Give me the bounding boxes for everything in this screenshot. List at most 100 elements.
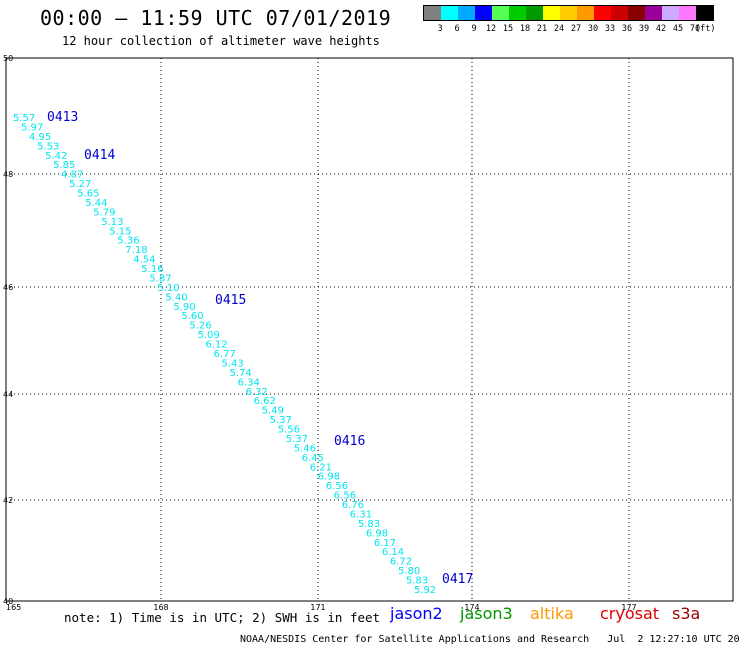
legend-label: 39 bbox=[638, 24, 650, 34]
legend-label: 24 bbox=[553, 24, 565, 34]
legend-swatch bbox=[458, 6, 475, 20]
pass-label: 0416 bbox=[334, 434, 365, 449]
pass-label: 0413 bbox=[47, 110, 78, 125]
legend-swatch bbox=[577, 6, 594, 20]
swh-value: 6.72 bbox=[390, 557, 412, 568]
swh-value: 5.92 bbox=[414, 585, 436, 596]
swh-value: 5.37 bbox=[286, 434, 308, 445]
legend-swatch bbox=[560, 6, 577, 20]
longitude-label: 168 bbox=[153, 603, 168, 612]
legend-label: 21 bbox=[536, 24, 548, 34]
legend-label: 42 bbox=[655, 24, 667, 34]
latitude-label: 46 bbox=[3, 283, 13, 292]
swh-value: 5.83 bbox=[358, 519, 380, 530]
latitude-label: 42 bbox=[3, 496, 13, 505]
map-frame bbox=[5, 57, 734, 602]
legend-swatches bbox=[423, 5, 714, 21]
swh-value: 5.15 bbox=[109, 226, 131, 237]
legend-label: 3 bbox=[437, 24, 443, 34]
pass-labels: 0413 0414 0415 0416 0417 bbox=[47, 110, 473, 587]
legend-swatch bbox=[424, 6, 441, 20]
legend-swatch bbox=[441, 6, 458, 20]
swh-value: 5.79 bbox=[93, 207, 115, 218]
swh-value: 6.21 bbox=[310, 462, 332, 473]
longitude-label: 171 bbox=[310, 603, 325, 612]
swh-value: 6.31 bbox=[350, 510, 372, 521]
legend-swatch bbox=[509, 6, 526, 20]
swh-track: 5.575.974.955.535.425.854.875.275.655.44… bbox=[13, 113, 436, 596]
swh-value: 6.76 bbox=[342, 500, 364, 511]
latitude-label: 50 bbox=[3, 54, 13, 63]
longitude-labels: 165 168 171 174 177 bbox=[6, 603, 637, 612]
legend-swatch bbox=[543, 6, 560, 20]
swh-value: 6.56 bbox=[334, 491, 356, 502]
swh-value: 5.60 bbox=[181, 311, 203, 322]
color-legend: 3 6 9 12 15 18 21 24 27 30 33 36 39 42 45 70 (ft) bbox=[423, 5, 716, 36]
swh-value: 5.90 bbox=[173, 302, 195, 313]
swh-value: 5.13 bbox=[101, 217, 123, 228]
swh-value: 5.53 bbox=[37, 141, 59, 152]
longitude-label: 177 bbox=[621, 603, 636, 612]
footer-note: note: 1) Time is in UTC; 2) SWH is in fe… bbox=[64, 610, 381, 625]
swh-value: 7.18 bbox=[125, 245, 147, 256]
pass-label: 0414 bbox=[84, 148, 115, 163]
mission-altika: altika bbox=[530, 604, 574, 623]
swh-value: 5.65 bbox=[77, 189, 99, 200]
swh-value: 4.95 bbox=[29, 132, 51, 143]
swh-value: 6.12 bbox=[206, 340, 228, 351]
swh-value: 5.49 bbox=[262, 406, 284, 417]
swh-value: 5.83 bbox=[406, 576, 428, 587]
latitude-label: 40 bbox=[3, 597, 13, 606]
legend-labels: 3 6 9 12 15 18 21 24 27 30 33 36 39 42 45 70 (ft) bbox=[423, 24, 716, 36]
legend-label: 9 bbox=[471, 24, 477, 34]
swh-value: 5.85 bbox=[53, 160, 75, 171]
legend-label: 6 bbox=[454, 24, 460, 34]
mission-jason2: jason2 bbox=[390, 604, 443, 623]
swh-value: 5.46 bbox=[294, 443, 316, 454]
swh-value: 4.54 bbox=[133, 255, 155, 266]
swh-value: 5.42 bbox=[45, 151, 67, 162]
legend-swatch bbox=[475, 6, 492, 20]
latitude-label: 48 bbox=[3, 170, 13, 179]
swh-value: 5.37 bbox=[270, 415, 292, 426]
longitude-label: 165 bbox=[6, 603, 21, 612]
legend-label: (ft) bbox=[695, 24, 716, 34]
longitude-label: 174 bbox=[464, 603, 479, 612]
pass-label: 0417 bbox=[442, 572, 473, 587]
legend-swatch bbox=[526, 6, 543, 20]
swh-value: 5.80 bbox=[398, 566, 420, 577]
legend-label: 33 bbox=[604, 24, 616, 34]
legend-swatch bbox=[662, 6, 679, 20]
swh-value: 6.98 bbox=[366, 528, 388, 539]
legend-label: 45 bbox=[672, 24, 684, 34]
swh-value: 5.74 bbox=[230, 368, 252, 379]
legend-swatch bbox=[628, 6, 645, 20]
latitude-labels: 50 48 46 44 42 40 bbox=[3, 54, 13, 606]
swh-value: 4.87 bbox=[61, 170, 83, 181]
swh-value: 5.09 bbox=[198, 330, 220, 341]
legend-swatch bbox=[645, 6, 662, 20]
legend-label: 30 bbox=[587, 24, 599, 34]
legend-swatch bbox=[696, 6, 713, 20]
swh-value: 6.62 bbox=[254, 396, 276, 407]
swh-value: 5.87 bbox=[149, 274, 171, 285]
mission-jason3: jason3 bbox=[460, 604, 513, 623]
swh-value: 6.32 bbox=[246, 387, 268, 398]
swh-value: 5.97 bbox=[21, 122, 43, 133]
mission-s3a: s3a bbox=[672, 604, 701, 623]
pass-label: 0415 bbox=[215, 293, 246, 308]
legend-label: 27 bbox=[570, 24, 582, 34]
legend-label: 12 bbox=[485, 24, 497, 34]
swh-value: 5.26 bbox=[189, 321, 211, 332]
swh-value: 5.43 bbox=[222, 358, 244, 369]
swh-value: 6.17 bbox=[374, 538, 396, 549]
legend-swatch bbox=[492, 6, 509, 20]
swh-value: 6.98 bbox=[318, 472, 340, 483]
swh-value: 5.56 bbox=[278, 425, 300, 436]
legend-label: 15 bbox=[502, 24, 514, 34]
swh-value: 6.14 bbox=[382, 547, 404, 558]
latitude-label: 44 bbox=[3, 390, 13, 399]
swh-value: 6.56 bbox=[326, 481, 348, 492]
footer-credit: NOAA/NESDIS Center for Satellite Applica… bbox=[240, 634, 740, 645]
legend-label: 18 bbox=[519, 24, 531, 34]
